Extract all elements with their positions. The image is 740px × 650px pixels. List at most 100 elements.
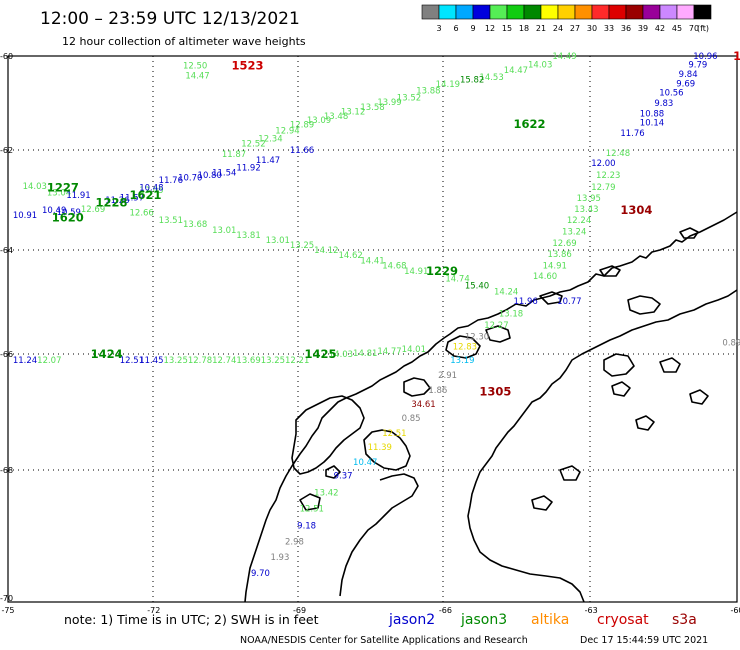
pass-time-label: 1227 (47, 181, 79, 195)
legend-altika: altika (531, 612, 569, 628)
pass-time-label: 1523 (232, 58, 264, 72)
swh-value-label: 10.96 (693, 52, 717, 62)
legend-cryosat: cryosat (597, 612, 649, 628)
swh-value-label: 9.83 (654, 99, 673, 109)
swh-value-label: 14.12 (314, 246, 338, 256)
swh-value-label: 13.12 (341, 107, 365, 117)
swh-value-label: 9.84 (679, 70, 698, 80)
swh-value-label: 12.07 (37, 356, 61, 366)
swh-value-label: 14.24 (494, 288, 518, 298)
swh-value-label: 12.78 (188, 356, 212, 366)
alexander-island (291, 395, 365, 475)
colorbar-label: 15 (502, 24, 512, 33)
swh-value-label: 9.69 (676, 79, 695, 89)
colorbar-label: 36 (621, 24, 631, 33)
peninsula-west-coast (244, 211, 738, 603)
colorbar-label: 27 (570, 24, 580, 33)
brabant-island (485, 325, 511, 343)
south-islets (559, 465, 581, 481)
colorbar-swatch (676, 4, 695, 20)
east-islets-1 (611, 381, 631, 397)
swh-value-label: 13.24 (562, 228, 586, 238)
swh-value-label: 34.61 (411, 400, 435, 410)
swh-value-label: 14.77 (377, 347, 401, 357)
swh-value-label: 2.91 (438, 371, 457, 381)
swh-value-label: 12.00 (591, 159, 615, 169)
colorbar-label: 18 (519, 24, 529, 33)
swh-value-label: 12.05 (139, 186, 163, 196)
lon-tick-label: -69 (293, 606, 306, 615)
legend-s3a: s3a (672, 612, 697, 628)
lon-tick-label: -60 (730, 606, 740, 615)
swh-value-label: 11.92 (236, 164, 260, 174)
swh-value-label: 1.93 (270, 553, 289, 563)
swh-value-label: 13.25 (290, 241, 314, 251)
axis-tick-labels: -60 -62 -64 -66 -68 -70 -75 -72 -69 -66 -63 -60 (0, 52, 740, 615)
lat-tick-label: -68 (0, 466, 13, 475)
legend-jason3: jason3 (460, 612, 507, 628)
swh-value-label: 12.27 (484, 321, 508, 331)
colorbar-swatch (540, 4, 559, 20)
swh-value-label: 13.51 (159, 216, 183, 226)
swh-value-label: 12.83 (453, 343, 477, 353)
swh-value-label: 14.47 (185, 72, 209, 82)
colorbar-swatch (421, 4, 440, 20)
lon-tick-label: -63 (585, 606, 598, 615)
lat-tick-label: -66 (0, 350, 13, 359)
colorbar-label: 33 (604, 24, 614, 33)
credit-org: NOAA/NESDIS Center for Satellite Applica… (240, 635, 528, 646)
swh-value-label: 14.53 (479, 73, 503, 83)
swh-value-label: 11.39 (368, 443, 392, 453)
james-ross-island (603, 353, 635, 377)
swh-value-label: 10.88 (640, 109, 664, 119)
swh-value-label: 14.49 (552, 52, 576, 62)
swh-value-label: 14.68 (382, 262, 406, 272)
colorbar-swatch (489, 4, 508, 20)
swh-value-label: 1.86 (428, 386, 447, 396)
swh-value-label: 14.81 (353, 349, 377, 359)
swh-value-label: 14.03 (528, 60, 552, 70)
joinville-island (627, 295, 661, 315)
colorbar-label: 12 (485, 24, 495, 33)
colorbar-label: 21 (536, 24, 546, 33)
swh-value-label: 11.66 (290, 146, 314, 156)
swh-value-label: 0.85 (402, 414, 421, 424)
swh-value-label: 12.94 (275, 126, 299, 136)
colorbar-label: 45 (672, 24, 682, 33)
king-george-island (599, 265, 621, 277)
swh-value-label: 13.18 (499, 309, 523, 319)
swh-value-label: 10.59 (57, 208, 81, 218)
swh-value-label: 11.57 (120, 194, 144, 204)
colorbar-swatch (642, 4, 661, 20)
swh-value-label: 11.45 (139, 356, 163, 366)
swh-value-label: 12.79 (591, 183, 615, 193)
graticule-grid (8, 56, 737, 602)
swh-value-label: 10.91 (13, 211, 37, 221)
swh-value-label: 11.76 (159, 176, 183, 186)
swh-value-label: 14.62 (338, 251, 362, 261)
swh-value-label: 12.34 (258, 135, 282, 145)
colorbar-label: 70 (689, 24, 699, 33)
swh-value-label: 12.74 (212, 356, 236, 366)
coastline (244, 211, 738, 603)
swh-value-label: 10.47 (353, 458, 377, 468)
swh-value-label: 12.51 (300, 504, 324, 514)
pass-time-label: 1424 (91, 347, 123, 361)
swh-value-label: 13.01 (212, 226, 236, 236)
sw-islet (325, 465, 341, 479)
lat-tick-label: -62 (0, 146, 13, 155)
color-scale-legend: 3 6 9 12 15 18 21 24 27 30 33 36 39 42 45 70(ft) (421, 4, 712, 33)
colorbar-label: 42 (655, 24, 665, 33)
swh-value-label: 14.03 (23, 182, 47, 192)
colorbar-swatch (608, 4, 627, 20)
swh-value-label: 13.52 (397, 93, 421, 103)
colorbar-swatch (438, 4, 457, 20)
swh-value-label: 13.99 (377, 98, 401, 108)
lon-tick-label: -75 (1, 606, 14, 615)
swh-value-label: 12.21 (285, 356, 309, 366)
swh-value-label: 12.50 (183, 61, 207, 71)
swh-value-label: 11.54 (212, 169, 236, 179)
colorbar-label: 9 (470, 24, 475, 33)
swh-value-label: 12.69 (552, 239, 576, 249)
